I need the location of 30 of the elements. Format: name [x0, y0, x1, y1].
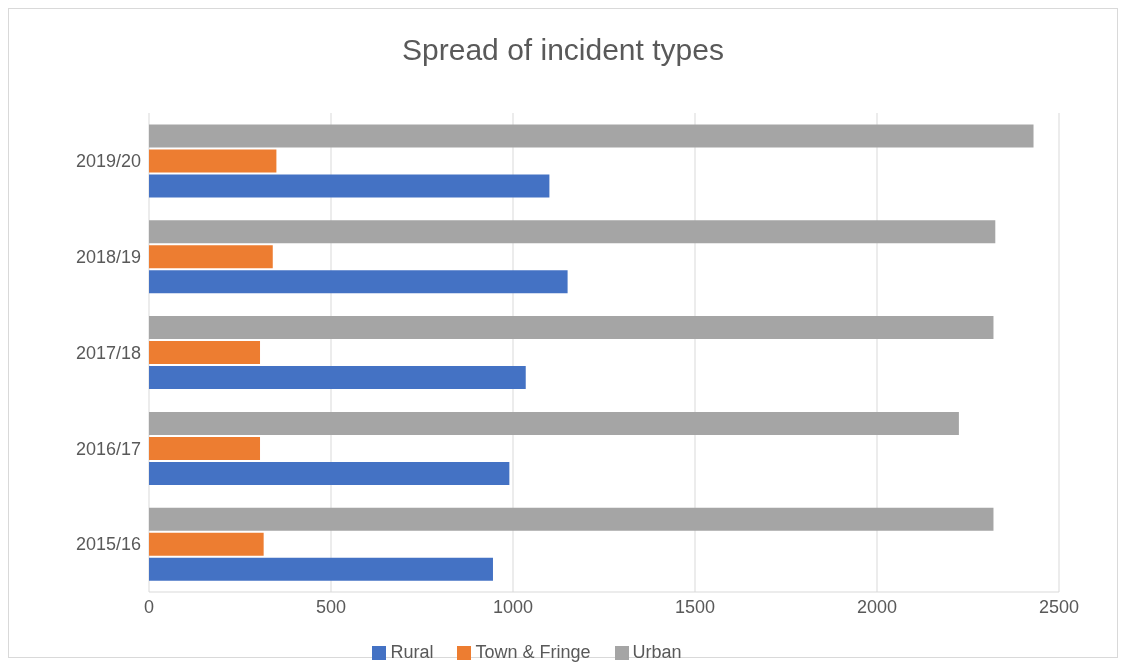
bar [149, 366, 526, 390]
bar [149, 245, 273, 269]
bar [149, 436, 261, 460]
bar [149, 532, 264, 556]
bar [149, 507, 994, 531]
x-tick-label: 1000 [492, 596, 534, 617]
legend-label: Town & Fringe [475, 642, 591, 662]
y-tick-label: 2018/19 [75, 247, 141, 268]
x-tick-label: 2500 [1038, 596, 1080, 617]
bar [149, 220, 996, 244]
x-tick-label: 1500 [674, 596, 716, 617]
bar [149, 461, 510, 485]
bar [149, 411, 959, 435]
y-tick-label: 2016/17 [75, 438, 141, 459]
bar [149, 341, 261, 365]
bar [149, 124, 1034, 148]
legend-label: Rural [390, 642, 434, 662]
y-tick-label: 2015/16 [75, 534, 141, 555]
bar [149, 149, 277, 173]
x-tick-label: 500 [315, 596, 347, 617]
chart-title: Spread of incident types [401, 32, 725, 68]
bar [149, 270, 568, 294]
bar [149, 557, 493, 581]
bar [149, 316, 994, 340]
bar [149, 174, 550, 198]
x-tick-label: 2000 [856, 596, 898, 617]
y-tick-label: 2017/18 [75, 342, 141, 363]
x-tick-label: 0 [143, 596, 155, 617]
y-tick-label: 2019/20 [75, 151, 141, 172]
legend-label: Urban [632, 642, 682, 662]
